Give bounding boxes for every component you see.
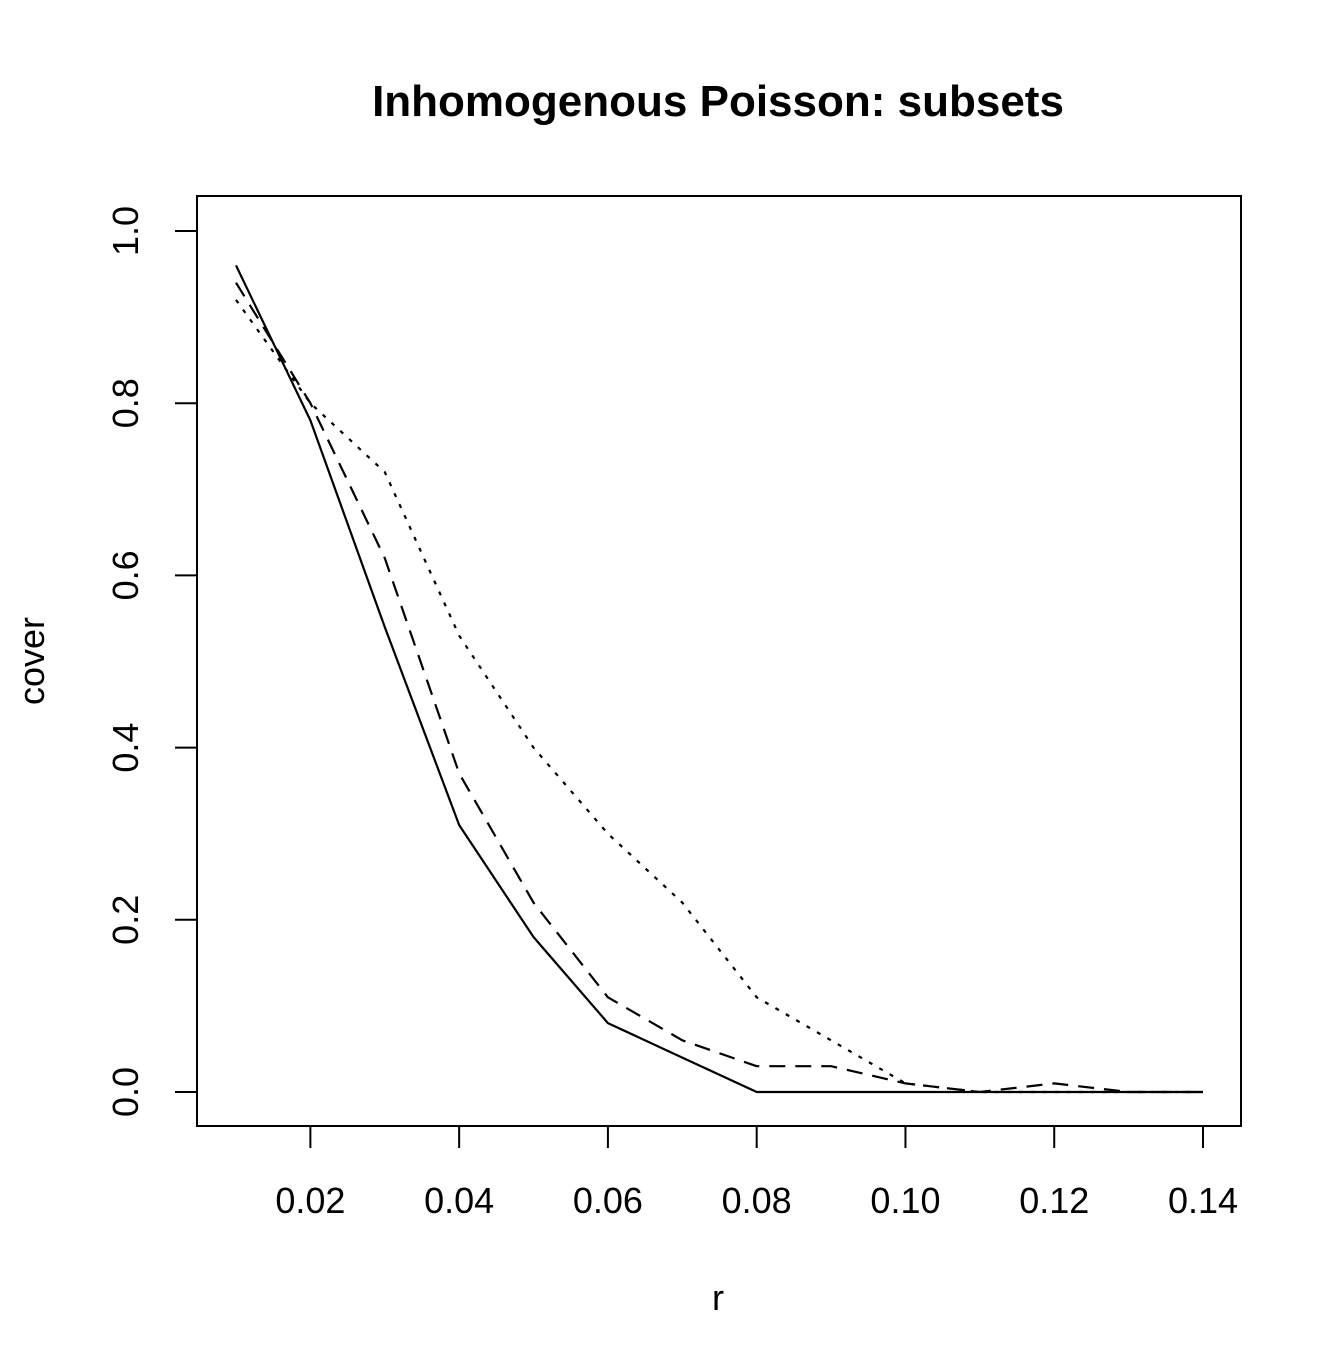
x-tick-label: 0.12 (1019, 1180, 1089, 1221)
y-tick-label: 0.8 (105, 378, 146, 428)
y-tick-label: 0.4 (105, 723, 146, 773)
x-tick-label: 0.04 (424, 1180, 494, 1221)
y-tick-label: 1.0 (105, 206, 146, 256)
x-tick-label: 0.06 (573, 1180, 643, 1221)
series-line-dashed (235, 282, 1203, 1094)
x-axis-label: r (712, 1277, 724, 1318)
x-tick-label: 0.08 (722, 1180, 792, 1221)
series-layer (235, 264, 1203, 1094)
y-axis: 0.0 0.2 0.4 0.6 0.8 1.0 (105, 206, 198, 1117)
x-axis: 0.02 0.04 0.06 0.08 0.10 0.12 0.14 (275, 1125, 1238, 1221)
series-line-dotted (235, 299, 1203, 1094)
y-axis-label: cover (11, 617, 52, 705)
x-tick-label: 0.10 (870, 1180, 940, 1221)
y-tick-label: 0.2 (105, 895, 146, 945)
x-tick-label: 0.14 (1168, 1180, 1238, 1221)
y-tick-label: 0.0 (105, 1067, 146, 1117)
y-tick-label: 0.6 (105, 550, 146, 600)
series-line-solid (235, 264, 1203, 1094)
x-tick-label: 0.02 (275, 1180, 345, 1221)
chart-title: Inhomogenous Poisson: subsets (372, 77, 1064, 126)
